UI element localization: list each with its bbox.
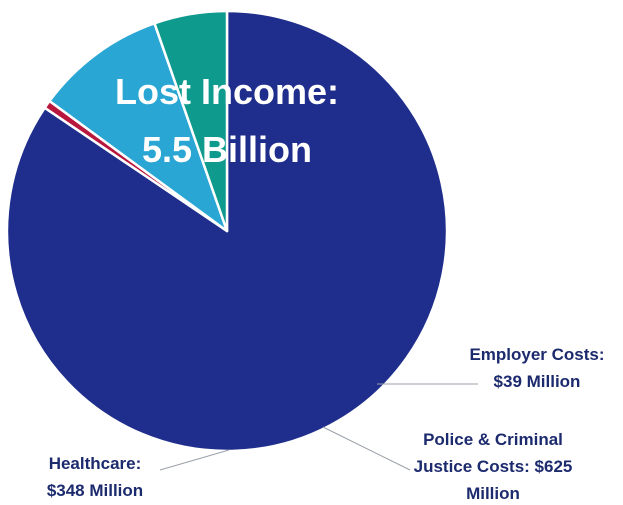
data-label-line: Police & Criminal — [423, 430, 563, 449]
data-label-employer-costs: Employer Costs: $39 Million — [469, 345, 604, 391]
data-label-line: $348 Million — [47, 481, 143, 500]
data-label-line: Justice Costs: $625 — [414, 457, 573, 476]
data-label-line: Healthcare: — [49, 454, 142, 473]
data-label-line: Million — [466, 484, 520, 503]
pie-slice-healthcare — [153, 9, 229, 233]
data-label-healthcare: Healthcare: $348 Million — [47, 454, 143, 500]
data-label-line: Employer Costs: — [469, 345, 604, 364]
data-label-police-criminal-justice: Police & Criminal Justice Costs: $625 Mill… — [414, 430, 573, 503]
data-label-line: 5.5 Billion — [142, 129, 312, 170]
data-label-line: Lost Income: — [115, 71, 339, 112]
leader-line-healthcare — [159, 449, 230, 471]
data-label-line: $39 Million — [494, 372, 581, 391]
pie-slice-police-criminal-justice — [48, 22, 229, 233]
data-label-lost-income: Lost Income: 5.5 Billion — [115, 71, 339, 170]
leader-line-police-criminal-justice — [322, 426, 411, 471]
